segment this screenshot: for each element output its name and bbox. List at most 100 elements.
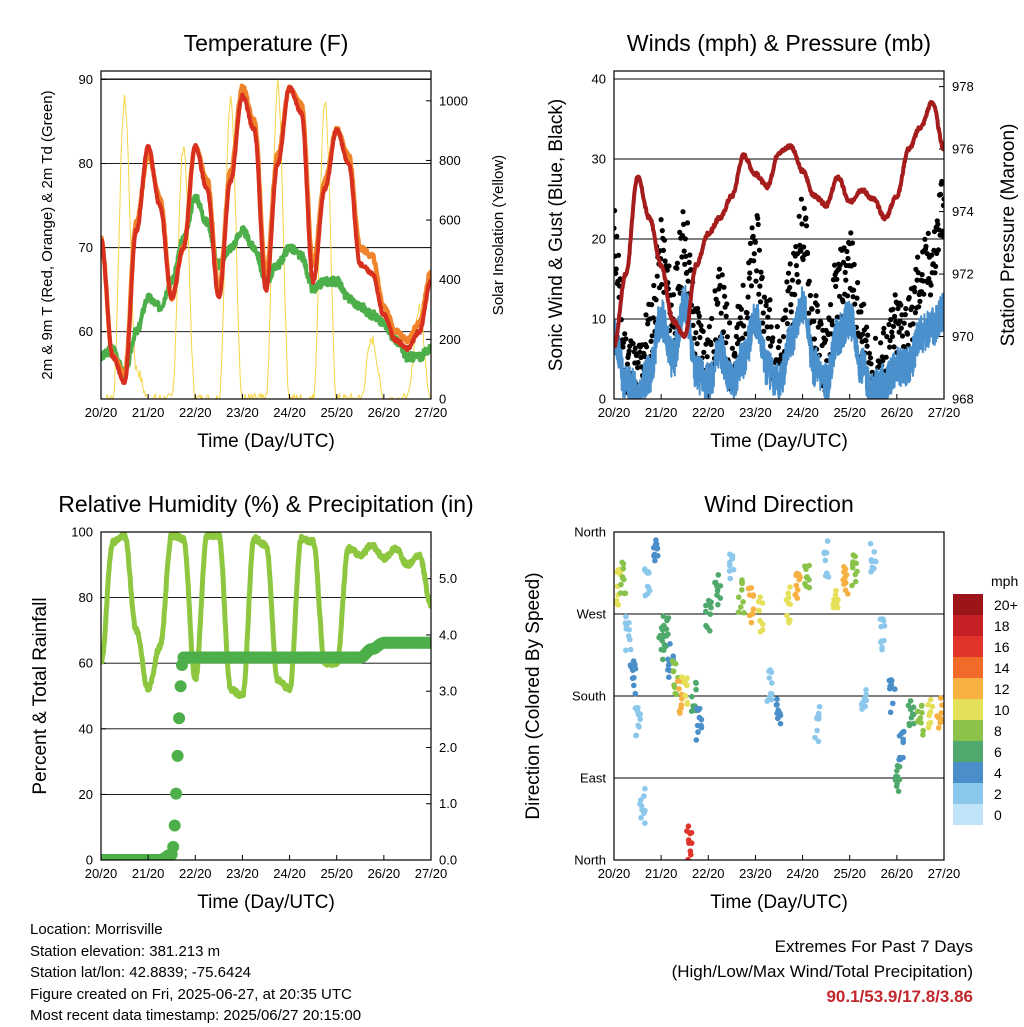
gust-point	[723, 313, 729, 319]
direction-point	[849, 582, 855, 589]
direction-point	[938, 710, 944, 716]
gust-point	[738, 306, 745, 312]
direction-point	[806, 562, 812, 569]
gust-point	[909, 304, 915, 310]
gust-point	[659, 281, 665, 288]
gust-point	[811, 318, 817, 324]
gust-point	[799, 221, 805, 227]
direction-point	[693, 686, 699, 693]
gust-point	[860, 331, 866, 337]
direction-point	[878, 623, 884, 630]
dir-xtick-label: 21/20	[645, 866, 678, 881]
direction-point	[684, 682, 690, 688]
gust-point	[818, 321, 824, 327]
gust-point	[783, 307, 789, 313]
direction-point	[908, 715, 915, 721]
gust-point	[746, 275, 752, 281]
legend-label: 6	[994, 744, 1002, 760]
direction-point	[832, 592, 839, 598]
gust-point	[747, 240, 754, 246]
direction-point	[660, 656, 666, 663]
temp-ytick-label: 60	[79, 324, 93, 339]
sonic-wind-line	[614, 284, 944, 399]
gust-point	[796, 279, 802, 285]
direction-point	[627, 636, 633, 643]
direction-point	[633, 732, 639, 739]
gust-point	[763, 302, 769, 309]
solar-line	[101, 79, 431, 399]
direction-point	[852, 578, 859, 585]
gust-point	[688, 267, 694, 273]
gust-point	[751, 251, 757, 257]
direction-point	[812, 734, 818, 741]
direction-point	[894, 768, 900, 774]
rh-xlabel: Time (Day/UTC)	[197, 892, 335, 913]
temp-rtick-label: 1000	[439, 93, 468, 108]
temp-ytick-label: 70	[79, 240, 93, 255]
gust-point	[724, 301, 730, 307]
gust-point	[829, 322, 835, 328]
gust-point	[684, 220, 691, 226]
gust-point	[915, 270, 921, 276]
direction-point	[623, 613, 629, 620]
gust-point	[784, 321, 791, 327]
gust-point	[687, 252, 693, 258]
gust-point	[797, 242, 803, 248]
direction-point	[897, 754, 903, 761]
latlon-text: Station lat/lon: 42.8839; -75.6424	[30, 964, 252, 981]
direction-points	[614, 537, 944, 860]
temp-xtick-label: 26/20	[368, 405, 401, 420]
gust-point	[760, 320, 766, 326]
gust-point	[926, 276, 932, 282]
legend-label: 12	[994, 681, 1010, 697]
direction-point	[918, 703, 925, 709]
gust-point	[801, 205, 807, 211]
legend-swatch	[953, 720, 983, 741]
gust-point	[718, 310, 724, 316]
direction-point	[741, 610, 747, 616]
dir-xtick-label: 23/20	[739, 866, 772, 881]
gust-point	[935, 221, 941, 227]
gust-point	[706, 324, 713, 330]
direction-point	[845, 591, 851, 597]
wind-rtick-label: 974	[952, 204, 974, 219]
direction-point	[859, 706, 865, 712]
rh-ylabel-left: Percent & Total Rainfall	[30, 597, 51, 794]
gust-point	[755, 215, 761, 221]
gust-point	[935, 247, 942, 253]
direction-point	[750, 593, 756, 599]
gust-point	[715, 274, 722, 280]
gust-point	[701, 349, 707, 355]
gust-point	[843, 277, 849, 283]
direction-point	[672, 660, 679, 667]
gust-point	[806, 310, 812, 316]
gust-point	[880, 358, 886, 364]
legend-swatch	[953, 741, 983, 762]
direction-point	[637, 801, 643, 807]
dir-xtick-label: 25/20	[833, 866, 866, 881]
direction-point	[729, 555, 736, 562]
legend-swatch	[953, 699, 983, 720]
gust-point	[809, 306, 815, 312]
extremes-values: 90.1/53.9/17.8/3.86	[826, 987, 973, 1006]
gust-point	[912, 289, 918, 295]
dir-xtick-label: 24/20	[786, 866, 819, 881]
direction-point	[841, 569, 847, 575]
temp-xtick-label: 23/20	[226, 405, 259, 420]
direction-point	[642, 566, 648, 572]
legend-title: mph	[991, 573, 1018, 589]
gust-point	[889, 329, 895, 335]
direction-point	[660, 613, 667, 620]
legend-label: 4	[994, 765, 1002, 781]
direction-point	[632, 661, 638, 668]
gust-point	[886, 321, 892, 328]
wind-xtick-label: 26/20	[881, 405, 914, 420]
legend-label: 2	[994, 786, 1002, 802]
direction-point	[925, 702, 931, 708]
gust-point	[739, 335, 746, 341]
temp-xtick-label: 21/20	[132, 405, 165, 420]
dewpoint-line	[101, 193, 431, 380]
legend-swatch	[953, 804, 983, 825]
gust-point	[614, 270, 619, 276]
gust-point	[889, 333, 896, 340]
